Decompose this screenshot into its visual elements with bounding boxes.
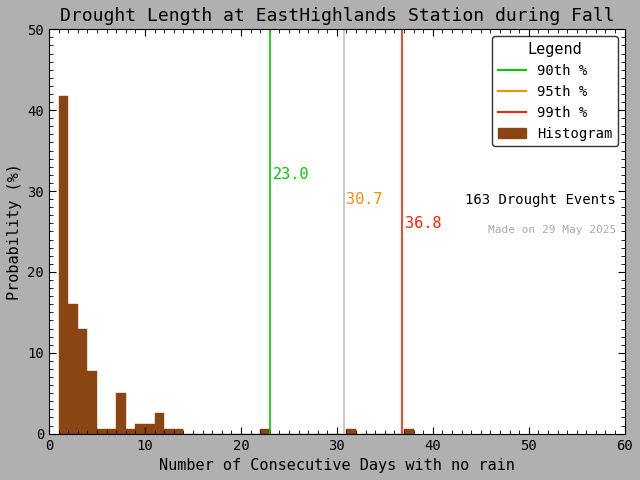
Legend: 90th %, 95th %, 99th %, Histogram: 90th %, 95th %, 99th %, Histogram: [492, 36, 618, 146]
Text: 36.8: 36.8: [405, 216, 442, 231]
Bar: [145, 424, 155, 433]
Title: Drought Length at EastHighlands Station during Fall: Drought Length at EastHighlands Station …: [60, 7, 614, 25]
Y-axis label: Probability (%): Probability (%): [7, 163, 22, 300]
Bar: [136, 424, 145, 433]
Bar: [346, 429, 356, 433]
Bar: [116, 393, 126, 433]
Bar: [107, 429, 116, 433]
Text: 23.0: 23.0: [273, 168, 309, 182]
Bar: [174, 429, 184, 433]
Text: 30.7: 30.7: [346, 192, 383, 206]
Bar: [155, 413, 164, 433]
Bar: [404, 429, 413, 433]
Bar: [68, 304, 78, 433]
X-axis label: Number of Consecutive Days with no rain: Number of Consecutive Days with no rain: [159, 458, 515, 473]
Text: Made on 29 May 2025: Made on 29 May 2025: [488, 226, 616, 235]
Bar: [78, 328, 88, 433]
Bar: [88, 372, 97, 433]
Bar: [164, 429, 174, 433]
Bar: [260, 429, 269, 433]
Text: 163 Drought Events: 163 Drought Events: [465, 193, 616, 207]
Bar: [97, 429, 107, 433]
Bar: [126, 429, 136, 433]
Bar: [59, 96, 68, 433]
